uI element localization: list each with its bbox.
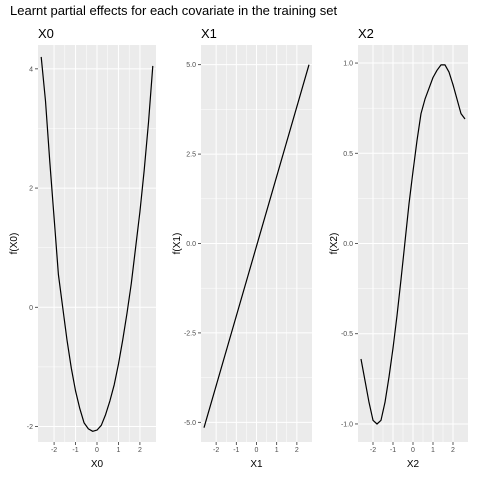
series-line (40, 56, 154, 432)
x-tick-label: 2 (451, 447, 455, 454)
panel-x0: -2 -1 0 1 2 -2 0 2 4 X0 X0 f(X0) (9, 26, 156, 470)
y-tick-label: -1.0 (341, 421, 353, 428)
x-tick-label: -1 (390, 447, 396, 454)
y-tick-label: 0.0 (186, 241, 196, 248)
series-line (360, 64, 466, 425)
figure-title: Learnt partial effects for each covariat… (10, 3, 338, 18)
x-axis-label: X2 (407, 459, 420, 470)
x-axis-label: X1 (250, 459, 263, 470)
x-tick-label: -1 (233, 447, 239, 454)
x-tick-label: 0 (95, 447, 99, 454)
x-tick-label: 1 (117, 447, 121, 454)
y-tick-label: 2 (29, 186, 33, 193)
y-tick-label: -2.5 (184, 330, 196, 337)
panel-x1: -2 -1 0 1 2 -5.0 -2.5 0.0 2.5 5.0 X1 X1 f(X1) (172, 26, 312, 470)
panel-title: X0 (38, 26, 54, 41)
panel-title: X2 (358, 26, 374, 41)
y-tick-label: 0.5 (343, 151, 353, 158)
x-tick-label: 2 (138, 447, 142, 454)
x-tick-label: 0 (255, 447, 259, 454)
y-tick-label: -2 (27, 424, 33, 431)
x-axis-label: X0 (91, 459, 104, 470)
y-tick-label: -0.5 (341, 331, 353, 338)
y-tick-label: 5.0 (186, 62, 196, 69)
panel-x2: -2 -1 0 1 2 -1.0 -0.5 0.0 0.5 1.0 X2 X2 f(X2) (329, 26, 468, 470)
x-tick-label: -1 (72, 447, 78, 454)
x-tick-label: 1 (431, 447, 435, 454)
series-line (203, 64, 310, 428)
y-tick-label: 1.0 (343, 61, 353, 68)
y-axis-label: f(X2) (329, 233, 340, 255)
x-tick-label: 0 (411, 447, 415, 454)
x-tick-label: -2 (213, 447, 219, 454)
y-tick-label: 0.0 (343, 241, 353, 248)
y-tick-label: 4 (29, 66, 33, 73)
y-tick-label: -5.0 (184, 420, 196, 427)
y-tick-label: 2.5 (186, 152, 196, 159)
x-tick-label: 2 (295, 447, 299, 454)
y-tick-label: 0 (29, 305, 33, 312)
y-axis-label: f(X1) (172, 233, 183, 255)
x-tick-label: 1 (275, 447, 279, 454)
x-tick-label: -2 (51, 447, 57, 454)
panel-title: X1 (201, 26, 217, 41)
y-axis-label: f(X0) (9, 233, 20, 255)
x-tick-label: -2 (370, 447, 376, 454)
